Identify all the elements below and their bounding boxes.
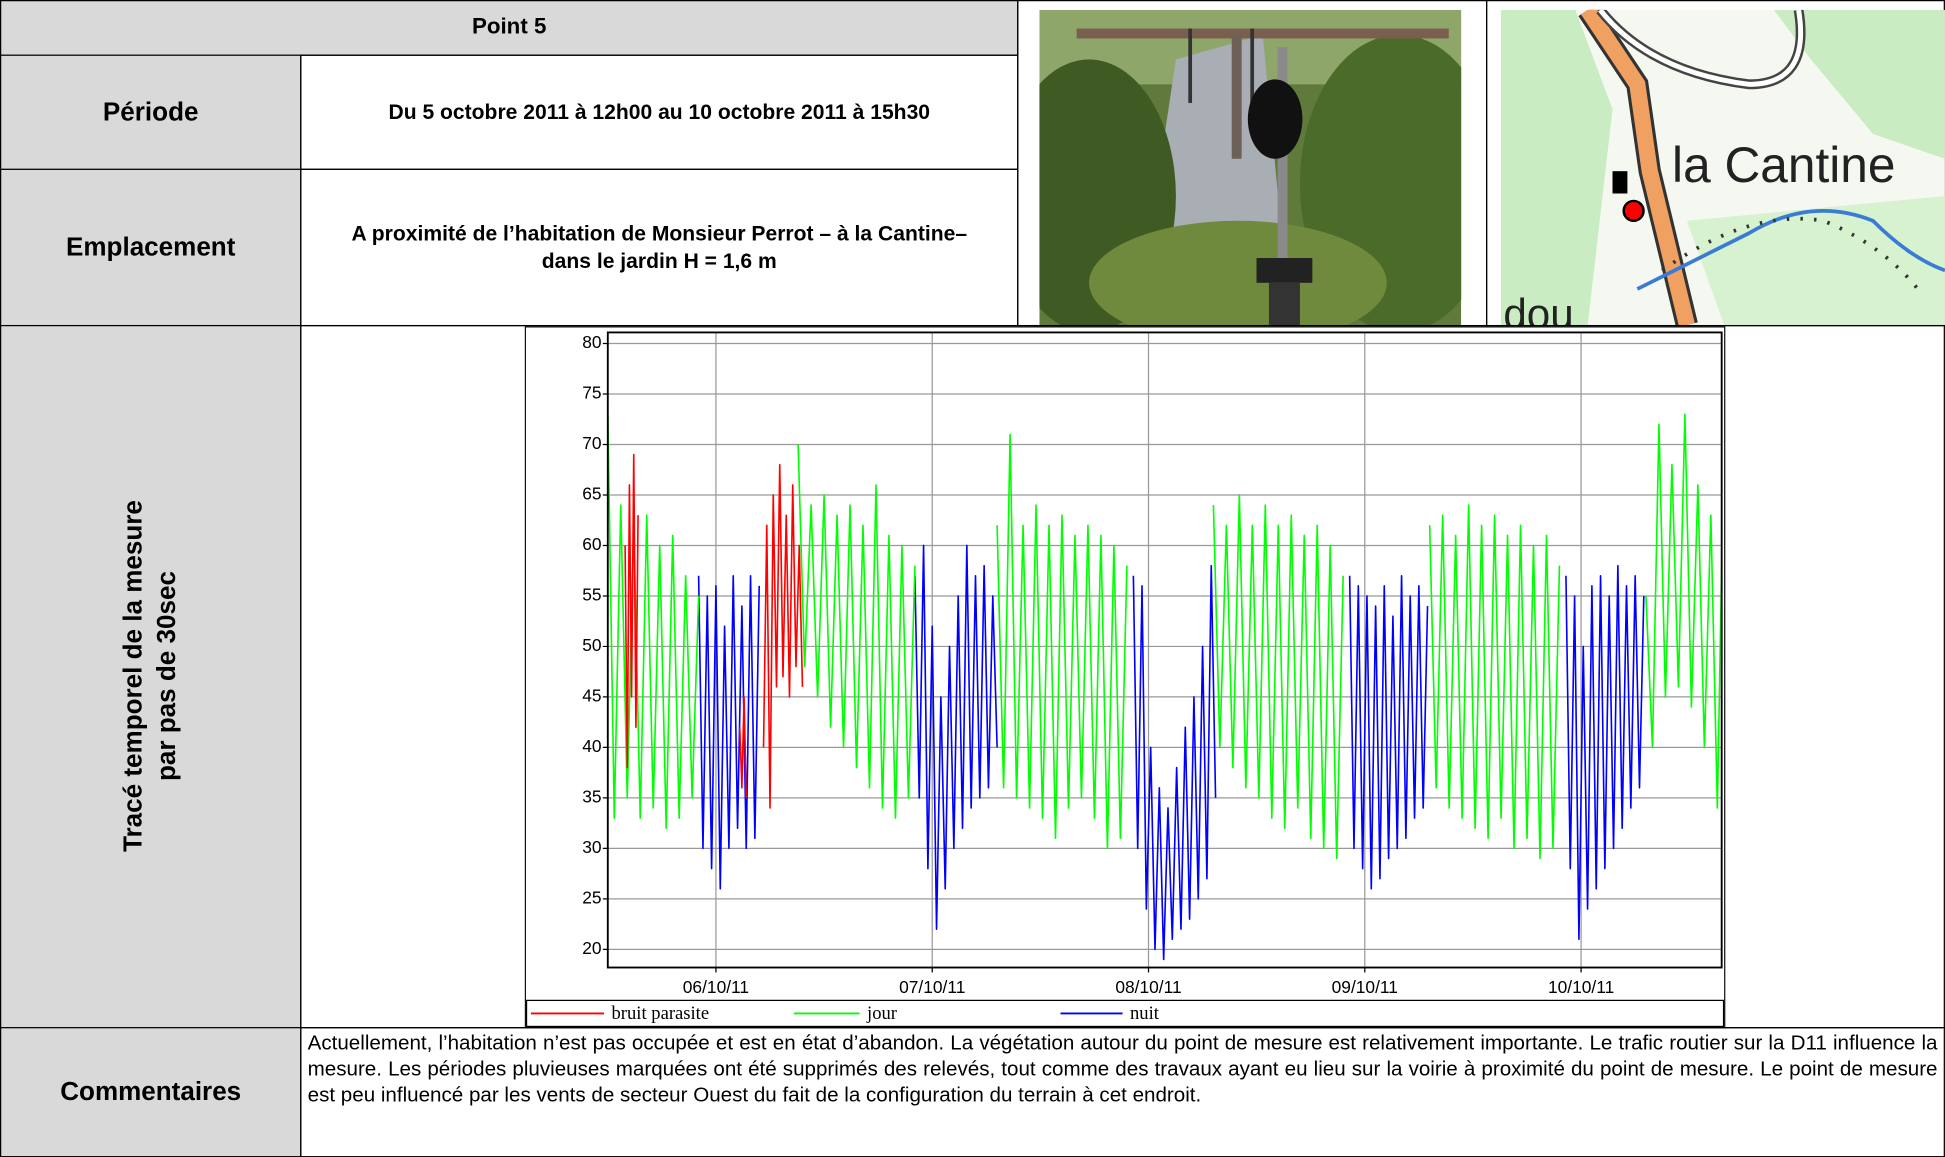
y-tick-label: 60 xyxy=(582,534,601,554)
label-cell: Période xyxy=(0,54,302,170)
photo xyxy=(1039,9,1462,325)
value-cell: A proximité de l’habitation de Monsieur … xyxy=(300,168,1019,327)
row-label: Commentaires xyxy=(60,1077,242,1106)
y-tick-label: 80 xyxy=(582,332,601,352)
plot-frame xyxy=(606,331,1723,969)
series-line xyxy=(697,544,1645,961)
value-cell: Du 5 octobre 2011 à 12h00 au 10 octobre … xyxy=(300,54,1019,170)
label-cell: Commentaires xyxy=(0,1027,302,1157)
y-tick-label: 70 xyxy=(582,433,601,453)
title-cell: Point 5 xyxy=(0,0,1019,56)
x-tick-label: 07/10/11 xyxy=(899,977,965,997)
x-tick-label: 10/10/11 xyxy=(1548,977,1614,997)
y-tick-label: 35 xyxy=(582,786,601,806)
legend-label: nuit xyxy=(1130,1003,1160,1024)
row-label: Période xyxy=(102,97,199,126)
y-tick-label: 30 xyxy=(582,837,601,857)
x-tick-label: 06/10/11 xyxy=(683,977,749,997)
legend-label: bruit parasite xyxy=(612,1003,710,1024)
y-tick-label: 25 xyxy=(582,887,601,907)
row-label: Emplacement xyxy=(66,232,236,262)
y-tick-label: 40 xyxy=(582,736,601,756)
x-tick-label: 09/10/11 xyxy=(1332,977,1398,997)
chart: 20 25 30 35 40 45 50 55 60 65 70 75 80 06/10/11 07/10/… xyxy=(524,326,1726,1029)
map-label: la Cantine xyxy=(1672,137,1895,193)
series-line xyxy=(624,453,804,809)
legend-box xyxy=(525,999,1725,1028)
y-tick-label: 65 xyxy=(582,484,601,504)
y-tick-label: 50 xyxy=(582,635,601,655)
row-value: A proximité de l’habitation de Monsieur … xyxy=(351,221,968,273)
y-tick-label: 75 xyxy=(582,383,601,403)
label-cell xyxy=(0,324,302,1029)
legend-label: jour xyxy=(866,1003,898,1024)
label-cell: Emplacement xyxy=(0,168,302,327)
comment-text: Actuellement, l’habitation n’est pas occ… xyxy=(307,1030,1938,1107)
row-value: Du 5 octobre 2011 à 12h00 au 10 octobre … xyxy=(388,99,931,124)
map-label: dou xyxy=(1503,291,1573,325)
y-tick-label: 45 xyxy=(582,685,601,705)
x-tick-label: 08/10/11 xyxy=(1115,977,1181,997)
title: Point 5 xyxy=(471,13,547,39)
y-tick-label: 20 xyxy=(582,938,601,958)
row-label-line: Tracé temporel de la mesure xyxy=(119,500,148,852)
series-line xyxy=(606,413,1723,860)
row-label-line: par pas de 30sec xyxy=(152,571,182,782)
map: la Cantine dou xyxy=(1500,9,1945,325)
row-label: Tracé temporel de la mesure par pas de 3… xyxy=(117,500,184,852)
y-tick-label: 55 xyxy=(582,585,601,605)
